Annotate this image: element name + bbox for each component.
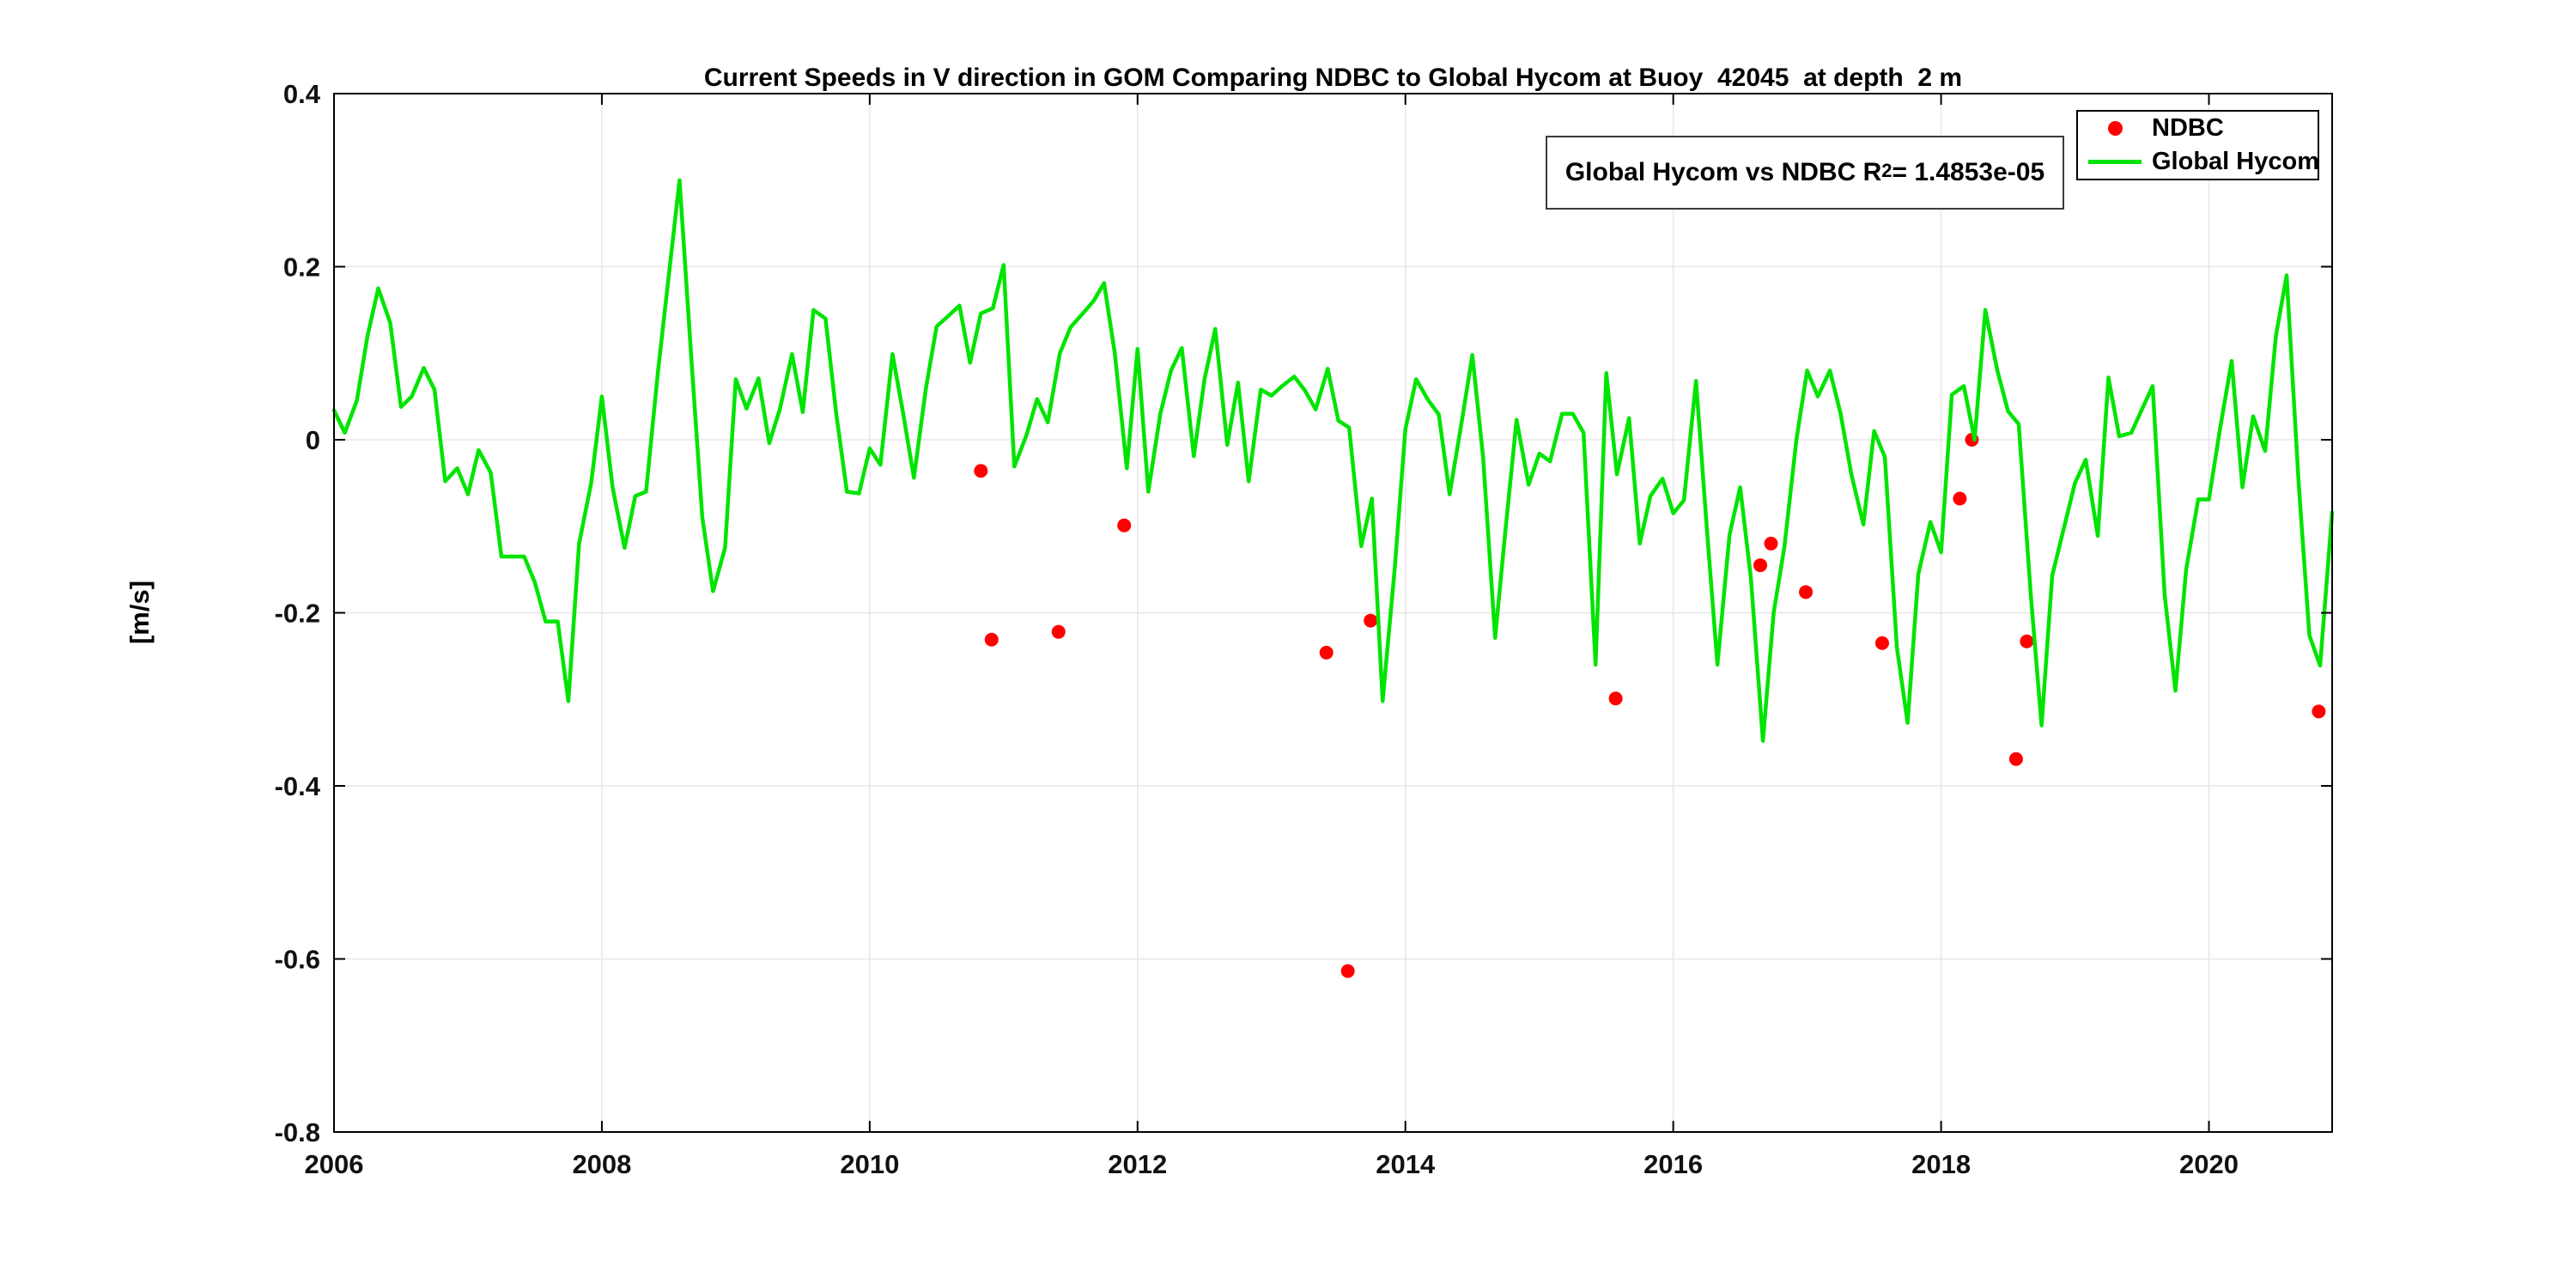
ndbc-point: [1753, 558, 1768, 573]
legend-item-label: NDBC: [2152, 114, 2224, 143]
ndbc-point: [1953, 491, 1967, 506]
legend-item-global-hycom: Global Hycom: [2078, 145, 2319, 178]
ndbc-point: [1340, 964, 1355, 978]
grid-layer: [333, 93, 2332, 1133]
ndbc-point: [1799, 585, 1814, 599]
tick-label-layer: 2006 2008 2010 2012 2014 2016 2018 2020 0.4 0.2 0 -…: [275, 79, 2239, 1179]
hycom-line: [331, 178, 2335, 743]
y-tick-label: -0.6: [275, 945, 320, 975]
ndbc-point: [1764, 536, 1778, 551]
ndbc-point: [984, 632, 999, 647]
y-tick-label: -0.8: [275, 1117, 320, 1147]
ndbc-point: [1051, 624, 1066, 639]
legend-item-label: Global Hycom: [2152, 147, 2319, 175]
ndbc-point: [974, 464, 988, 478]
ndbc-point: [1117, 518, 1132, 533]
red-dot-icon: [2107, 121, 2123, 137]
y-tick-label: -0.4: [275, 771, 321, 801]
x-tick-label: 2008: [572, 1149, 631, 1179]
y-tick-label: 0.2: [283, 253, 320, 283]
r-squared-superscript: 2: [1881, 160, 1893, 181]
y-tick-label: 0.4: [283, 79, 321, 109]
y-tick-label: 0: [306, 425, 320, 455]
y-axis-label: [m/s]: [125, 580, 155, 645]
x-tick-label: 2012: [1108, 1149, 1167, 1179]
chart-title: Current Speeds in V direction in GOM Com…: [703, 64, 1963, 92]
ndbc-point: [1319, 645, 1334, 660]
green-line-icon: [2088, 159, 2142, 164]
x-tick-label: 2020: [2179, 1149, 2239, 1179]
x-tick-label: 2010: [840, 1149, 899, 1179]
x-tick-label: 2016: [1643, 1149, 1703, 1179]
x-tick-label: 2006: [305, 1149, 364, 1179]
legend-item-ndbc: NDBC: [2078, 113, 2318, 145]
y-tick-label: -0.2: [275, 599, 320, 629]
ndbc-point: [2008, 752, 2023, 766]
ndbc-point: [1364, 613, 1378, 628]
ndbc-point: [2312, 704, 2326, 719]
legend: NDBC Global Hycom: [2076, 110, 2319, 180]
legend-marker-cell: [2078, 121, 2152, 137]
ndbc-point: [1608, 691, 1623, 706]
legend-marker-cell: [2078, 159, 2152, 164]
x-tick-label: 2014: [1376, 1149, 1436, 1179]
annotation-text-suffix: = 1.4853e-05: [1892, 158, 2045, 186]
tick-layer: [333, 93, 2332, 1133]
annotation-text-prefix: Global Hycom vs NDBC R: [1564, 158, 1882, 186]
ndbc-scatter-layer: [974, 433, 2326, 978]
x-tick-label: 2018: [1911, 1149, 1971, 1179]
ndbc-point: [2020, 634, 2034, 648]
ndbc-point: [1874, 636, 1889, 650]
